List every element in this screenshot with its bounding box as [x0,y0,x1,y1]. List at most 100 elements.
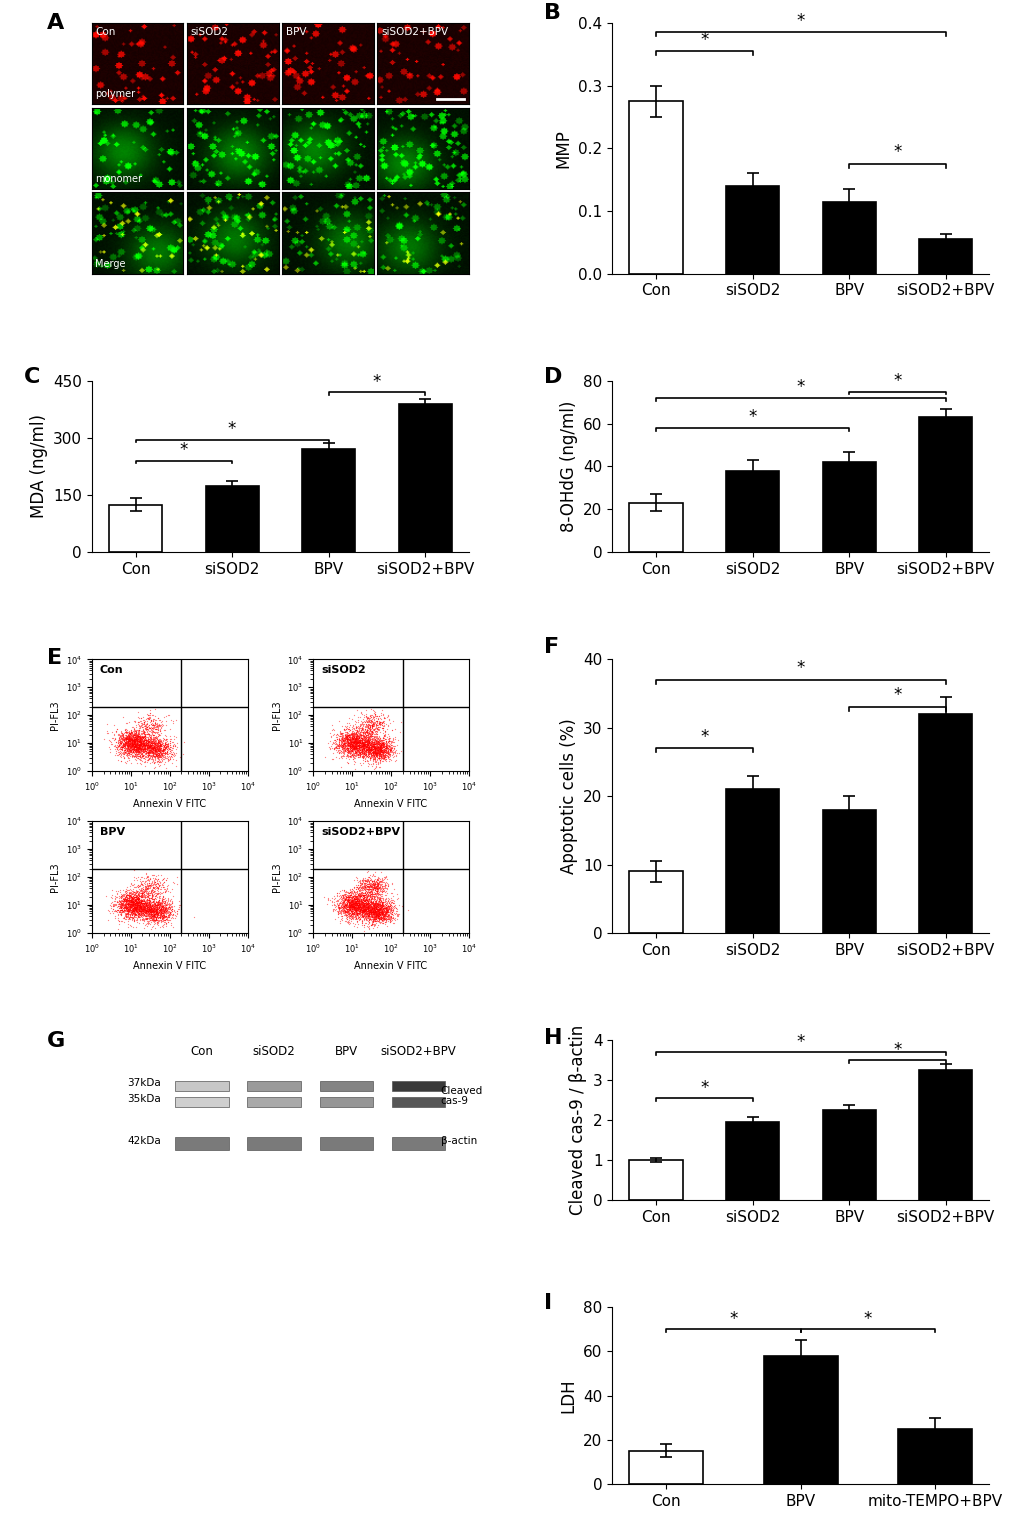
Point [119,734,136,758]
Point [326,717,342,741]
Point [146,896,162,921]
Point [123,892,140,916]
Point [381,740,397,764]
Point [365,889,381,913]
Point [115,732,131,756]
Point [326,892,342,916]
Point [147,731,163,755]
Point [127,726,144,750]
Point [155,903,171,927]
Point [356,883,372,907]
Point [343,889,360,913]
Point [336,909,353,933]
Point [360,734,376,758]
Point [112,741,128,766]
Point [377,907,393,931]
Point [145,898,161,922]
Point [125,880,142,904]
Point [358,732,374,756]
Point [368,872,384,896]
Point [133,723,150,747]
Point [129,900,146,924]
Point [369,903,385,927]
Point [372,901,388,925]
Point [135,900,151,924]
Point [347,741,364,766]
Point [344,901,361,925]
Point [374,893,390,918]
Bar [175,1137,228,1151]
Point [126,890,143,915]
Point [373,895,389,919]
Point [136,708,152,732]
Point [121,737,138,761]
Point [136,903,152,927]
Point [357,904,373,928]
Point [360,737,376,761]
Point [143,878,159,903]
Text: *: * [796,379,804,396]
Point [149,868,165,892]
Point [158,728,174,752]
Point [115,890,131,915]
Point [361,884,377,909]
Point [131,895,148,919]
Point [332,903,348,927]
Point [377,900,393,924]
Point [356,884,372,909]
Point [379,737,395,761]
Point [368,884,384,909]
Point [140,731,156,755]
Point [336,887,353,912]
Point [141,734,157,758]
Point [350,901,366,925]
Point [373,895,389,919]
Point [337,880,354,904]
Point [129,735,146,759]
Point [360,903,376,927]
Point [377,737,393,761]
Point [336,728,353,752]
Point [363,723,379,747]
Point [364,880,380,904]
Point [370,724,386,749]
Point [368,737,384,761]
Point [125,898,142,922]
Point [344,892,361,916]
Point [141,735,157,759]
Point [366,711,382,735]
Point [131,724,148,749]
Point [141,904,157,928]
Point [366,893,382,918]
Point [143,708,159,732]
Point [148,895,164,919]
Point [127,901,144,925]
Point [340,723,357,747]
Point [359,892,375,916]
Point [153,737,169,761]
Point [359,737,375,761]
Point [363,895,379,919]
Point [159,734,175,758]
Point [124,890,141,915]
Point [370,898,386,922]
Point [148,872,164,896]
Point [119,886,136,910]
Point [117,740,133,764]
Point [384,906,400,930]
Point [363,881,379,906]
Point [376,901,392,925]
Point [370,896,386,921]
Point [111,728,127,752]
Point [126,737,143,761]
Point [136,731,152,755]
Point [131,880,148,904]
Point [145,880,161,904]
Point [138,895,154,919]
Point [131,884,148,909]
Point [343,735,360,759]
Point [334,734,351,758]
Point [364,906,380,930]
Point [361,737,377,761]
Point [119,901,136,925]
